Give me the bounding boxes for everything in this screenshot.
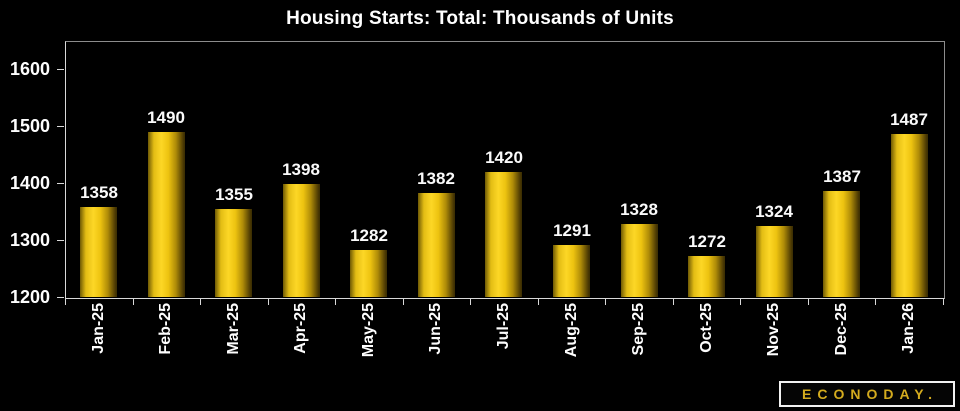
bar-value-label: 1355: [215, 185, 253, 204]
x-axis-category-label: Jan-25: [90, 303, 107, 354]
x-axis-category-label: Jan-26: [900, 303, 917, 354]
bar-feb-25: [148, 132, 185, 297]
x-axis-tick-mark: [875, 298, 876, 305]
bar-oct-25: [688, 256, 725, 297]
x-axis-category-label: Jul-25: [495, 303, 512, 350]
bar-value-label: 1382: [417, 169, 455, 188]
bar-value-label: 1490: [147, 108, 185, 127]
bar-value-label: 1328: [620, 200, 658, 219]
x-axis-category-label: Dec-25: [833, 303, 850, 356]
bar-apr-25: [283, 184, 320, 297]
y-axis-tick-mark: [57, 297, 64, 298]
bar-value-label: 1272: [688, 232, 726, 251]
x-axis-tick-mark: [403, 298, 404, 305]
plot-area: [65, 41, 945, 299]
bar-sep-25: [621, 224, 658, 297]
x-axis-tick-mark: [808, 298, 809, 305]
bar-value-label: 1282: [350, 226, 388, 245]
chart-title: Housing Starts: Total: Thousands of Unit…: [286, 8, 674, 29]
econoday-logo: ECONODAY.: [779, 381, 955, 407]
x-axis-category-label: Aug-25: [563, 303, 580, 358]
y-axis-tick-label: 1600: [9, 59, 50, 80]
x-axis-tick-mark: [538, 298, 539, 305]
x-axis-tick-mark: [740, 298, 741, 305]
y-axis-tick-mark: [57, 183, 64, 184]
x-axis-category-label: Nov-25: [765, 303, 782, 357]
x-axis-category-label: Mar-25: [225, 303, 242, 355]
x-axis-tick-mark: [268, 298, 269, 305]
y-axis-tick-mark: [57, 240, 64, 241]
bar-may-25: [350, 250, 387, 297]
bar-value-label: 1358: [80, 183, 118, 202]
y-axis-tick-label: 1500: [9, 116, 50, 137]
x-axis-category-label: Sep-25: [630, 303, 647, 356]
bar-dec-25: [823, 191, 860, 297]
x-axis-tick-mark: [943, 298, 944, 305]
bar-value-label: 1387: [823, 167, 861, 186]
x-axis-tick-mark: [605, 298, 606, 305]
x-axis-category-label: May-25: [360, 303, 377, 358]
bar-jul-25: [485, 172, 522, 297]
bar-value-label: 1420: [485, 148, 523, 167]
econoday-logo-text: ECONODAY.: [802, 386, 938, 402]
x-axis-category-label: Feb-25: [157, 303, 174, 355]
y-axis-tick-label: 1400: [9, 173, 50, 194]
bar-value-label: 1487: [890, 110, 928, 129]
x-axis-category-label: Oct-25: [698, 303, 715, 353]
bar-value-label: 1398: [282, 160, 320, 179]
y-axis-tick-label: 1300: [9, 230, 50, 251]
y-axis-tick-mark: [57, 126, 64, 127]
bar-mar-25: [215, 209, 252, 297]
x-axis-tick-mark: [200, 298, 201, 305]
bar-jan-25: [80, 207, 117, 297]
bar-jan-26: [891, 134, 928, 297]
bar-value-label: 1291: [553, 221, 591, 240]
x-axis-tick-mark: [470, 298, 471, 305]
bar-aug-25: [553, 245, 590, 297]
x-axis-tick-mark: [335, 298, 336, 305]
bar-value-label: 1324: [755, 202, 793, 221]
x-axis-tick-mark: [133, 298, 134, 305]
x-axis-category-label: Apr-25: [292, 303, 309, 354]
x-axis-tick-mark: [65, 298, 66, 305]
y-axis-tick-label: 1200: [9, 287, 50, 307]
bar-jun-25: [418, 193, 455, 297]
bar-nov-25: [756, 226, 793, 297]
x-axis-tick-mark: [673, 298, 674, 305]
y-axis-tick-mark: [57, 69, 64, 70]
x-axis-category-label: Jun-25: [427, 303, 444, 355]
